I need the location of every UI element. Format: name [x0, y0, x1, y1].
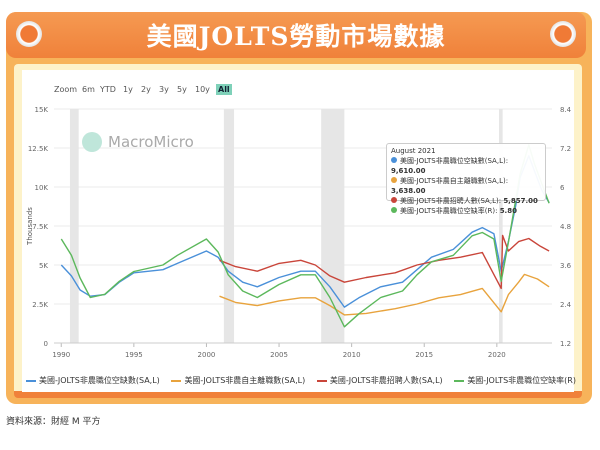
source-note: 資料來源：財經 M 平方 [6, 417, 101, 427]
y2-tick-label: 8.4 [560, 106, 572, 114]
series-line [219, 273, 550, 316]
series-line [60, 144, 550, 328]
circle-decoration-icon [550, 21, 576, 47]
tooltip-value: 3,638.00 [391, 187, 426, 195]
zoom-label: Zoom [54, 85, 78, 94]
x-tick-label: 2000 [198, 351, 216, 359]
y-tick-label: 12.5K [28, 145, 49, 153]
y2-tick-label: 6 [560, 184, 565, 192]
tooltip-label: 美國-JOLTS非農職位空缺數(SA,L) [400, 157, 506, 165]
tooltip-value: 5.80 [499, 207, 517, 215]
y-tick-label: 2.5K [32, 301, 48, 309]
range-button-2y[interactable]: 2y [141, 85, 151, 94]
series-dot-icon [391, 197, 397, 203]
x-tick-label: 1995 [125, 351, 143, 359]
legend-swatch-icon [26, 379, 36, 382]
tooltip-row: 美國-JOLTS非農招聘人數(SA,L): 5,857.00 [391, 196, 541, 206]
series-dot-icon [391, 177, 397, 183]
x-tick-label: 2005 [270, 351, 288, 359]
range-button-5y[interactable]: 5y [177, 85, 187, 94]
y2-tick-label: 1.2 [560, 340, 571, 348]
legend-label: 美國-JOLTS非農招聘人數(SA,L) [329, 376, 443, 385]
legend-swatch-icon [454, 379, 465, 382]
y2-tick-label: 4.8 [560, 223, 571, 231]
range-button-6m[interactable]: 6m [82, 85, 95, 94]
tooltip-row: 美國-JOLTS非農自主離職數(SA,L): 3,638.00 [391, 177, 509, 195]
legend: 美國-JOLTS非農職位空缺數(SA,L) 美國-JOLTS非農自主離職數(SA,… [26, 375, 576, 386]
legend-swatch-icon [316, 379, 327, 382]
y2-tick-label: 2.4 [560, 301, 572, 309]
range-button-all[interactable]: All [216, 84, 232, 95]
legend-item[interactable]: 美國-JOLTS非農自主離職數(SA,L) [171, 375, 305, 386]
y2-tick-label: 7.2 [560, 145, 571, 153]
range-button-3y[interactable]: 3y [159, 85, 169, 94]
x-tick-label: 1990 [52, 351, 70, 359]
tooltip-label: 美國-JOLTS非農自主離職數(SA,L) [400, 177, 506, 185]
title-banner: 美國JOLTS勞動市場數據 [6, 12, 586, 58]
y-tick-label: 10K [35, 184, 49, 192]
tooltip: August 2021 美國-JOLTS非農職位空缺數(SA,L): 9,610… [386, 143, 546, 215]
chart-title: 美國JOLTS勞動市場數據 [146, 22, 446, 51]
x-tick-label: 2020 [488, 351, 506, 359]
watermark: MacroMicro [108, 133, 194, 151]
y-axis-label: Thousands [26, 207, 34, 246]
range-button-ytd[interactable]: YTD [100, 85, 116, 94]
tooltip-label: 美國-JOLTS非農招聘人數(SA,L) [400, 197, 499, 205]
y-tick-label: 0 [44, 340, 48, 348]
circle-decoration-icon [16, 21, 42, 47]
legend-item[interactable]: 美國-JOLTS非農招聘人數(SA,L) [316, 375, 443, 386]
series-dot-icon [391, 157, 397, 163]
series-dot-icon [391, 207, 397, 213]
range-selector: Zoom 6m YTD 1y 2y 3y 5y 10y All [52, 84, 252, 96]
legend-label: 美國-JOLTS非農職位空缺數(SA,L) [39, 376, 160, 385]
tooltip-row: 美國-JOLTS非農職位空缺率(R): 5.80 [391, 206, 541, 216]
y-tick-label: 5K [39, 262, 48, 270]
watermark-logo-icon [82, 132, 102, 152]
y2-tick-label: 3.6 [560, 262, 572, 270]
legend-item[interactable]: 美國-JOLTS非農職位空缺數(SA,L) [26, 375, 160, 386]
y-tick-label: 15K [35, 106, 49, 114]
y-tick-label: 7.5K [32, 223, 48, 231]
x-tick-label: 2015 [415, 351, 433, 359]
legend-item[interactable]: 美國-JOLTS非農職位空缺率(R) [454, 375, 576, 386]
tooltip-row: 美國-JOLTS非農職位空缺數(SA,L): 9,610.00 [391, 157, 509, 175]
chart-area: Zoom 6m YTD 1y 2y 3y 5y 10y All 0 1.2 2.5K 2.4 5K 3.6… [22, 70, 574, 392]
series-line [219, 234, 550, 290]
tooltip-value: 5,857.00 [503, 197, 538, 205]
tooltip-label: 美國-JOLTS非農職位空缺率(R) [400, 207, 496, 215]
plot-svg: 0 1.2 2.5K 2.4 5K 3.6 7.5K 4.8 10K 6 12.5K 7.2 15K 8.… [26, 106, 572, 359]
legend-label: 美國-JOLTS非農自主離職數(SA,L) [184, 376, 306, 385]
tooltip-date: August 2021 [391, 147, 436, 155]
legend-swatch-icon [171, 379, 182, 382]
x-tick-label: 2010 [343, 351, 361, 359]
legend-label: 美國-JOLTS非農職位空缺率(R) [467, 376, 576, 385]
range-button-10y[interactable]: 10y [195, 85, 210, 94]
range-button-1y[interactable]: 1y [123, 85, 133, 94]
tooltip-value: 9,610.00 [391, 167, 426, 175]
